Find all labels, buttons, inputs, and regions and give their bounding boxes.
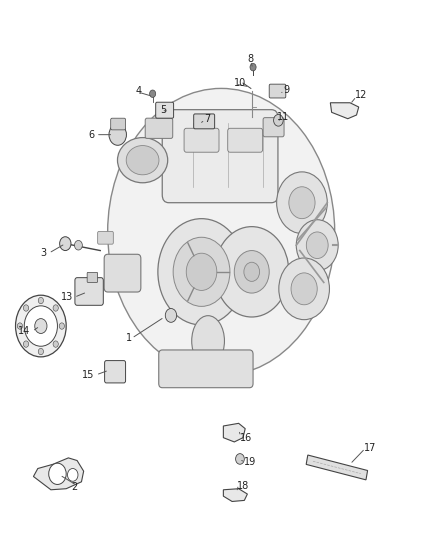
Circle shape: [296, 220, 338, 271]
Circle shape: [38, 349, 43, 355]
Text: 14: 14: [18, 326, 30, 336]
Ellipse shape: [192, 316, 224, 366]
FancyBboxPatch shape: [263, 118, 284, 137]
FancyBboxPatch shape: [75, 278, 103, 305]
Polygon shape: [223, 489, 247, 502]
Text: 6: 6: [88, 130, 95, 140]
FancyBboxPatch shape: [194, 114, 215, 129]
Text: 19: 19: [244, 457, 257, 467]
FancyBboxPatch shape: [111, 118, 126, 130]
FancyBboxPatch shape: [104, 254, 141, 292]
Polygon shape: [33, 458, 84, 490]
Text: 11: 11: [277, 111, 289, 122]
Circle shape: [250, 63, 256, 71]
Circle shape: [23, 305, 28, 311]
Circle shape: [24, 306, 57, 346]
Circle shape: [291, 273, 317, 305]
FancyBboxPatch shape: [87, 272, 98, 282]
Text: 8: 8: [247, 54, 254, 64]
Circle shape: [38, 297, 43, 304]
Circle shape: [158, 219, 245, 325]
Ellipse shape: [117, 138, 168, 183]
Circle shape: [306, 232, 328, 259]
Circle shape: [236, 454, 244, 464]
Circle shape: [274, 115, 283, 126]
Ellipse shape: [126, 146, 159, 175]
Text: 15: 15: [82, 370, 95, 381]
FancyBboxPatch shape: [184, 128, 219, 152]
Circle shape: [289, 187, 315, 219]
Text: 5: 5: [160, 104, 166, 115]
Text: 3: 3: [40, 248, 46, 258]
FancyBboxPatch shape: [98, 231, 113, 244]
Circle shape: [17, 323, 22, 329]
FancyBboxPatch shape: [155, 102, 173, 118]
Text: 10: 10: [234, 78, 247, 88]
Circle shape: [15, 295, 66, 357]
FancyBboxPatch shape: [159, 350, 253, 387]
Text: 16: 16: [240, 433, 252, 443]
Circle shape: [277, 172, 327, 233]
Text: 4: 4: [135, 86, 141, 96]
Text: 13: 13: [60, 292, 73, 302]
Circle shape: [109, 124, 127, 146]
Text: 12: 12: [355, 90, 367, 100]
Text: 17: 17: [364, 443, 376, 453]
Circle shape: [35, 319, 47, 334]
FancyBboxPatch shape: [105, 361, 126, 383]
Polygon shape: [306, 455, 367, 480]
FancyBboxPatch shape: [162, 110, 278, 203]
Polygon shape: [330, 103, 359, 119]
Circle shape: [215, 227, 289, 317]
Circle shape: [53, 341, 58, 348]
Text: 9: 9: [284, 85, 290, 95]
Circle shape: [279, 258, 329, 320]
Circle shape: [165, 309, 177, 322]
Text: 18: 18: [237, 481, 250, 490]
Circle shape: [67, 469, 78, 481]
Text: 7: 7: [204, 114, 210, 124]
Text: 2: 2: [71, 482, 77, 492]
Circle shape: [49, 463, 66, 484]
Circle shape: [234, 251, 269, 293]
FancyBboxPatch shape: [145, 118, 173, 139]
Ellipse shape: [108, 88, 335, 375]
FancyBboxPatch shape: [269, 84, 286, 98]
Circle shape: [186, 253, 217, 290]
Polygon shape: [223, 423, 245, 442]
Circle shape: [173, 237, 230, 306]
Circle shape: [60, 237, 71, 251]
Circle shape: [74, 240, 82, 250]
Circle shape: [23, 341, 28, 348]
Circle shape: [244, 262, 260, 281]
FancyBboxPatch shape: [228, 128, 263, 152]
Circle shape: [53, 305, 58, 311]
Text: 1: 1: [126, 333, 132, 343]
Circle shape: [150, 90, 155, 98]
Circle shape: [59, 323, 64, 329]
